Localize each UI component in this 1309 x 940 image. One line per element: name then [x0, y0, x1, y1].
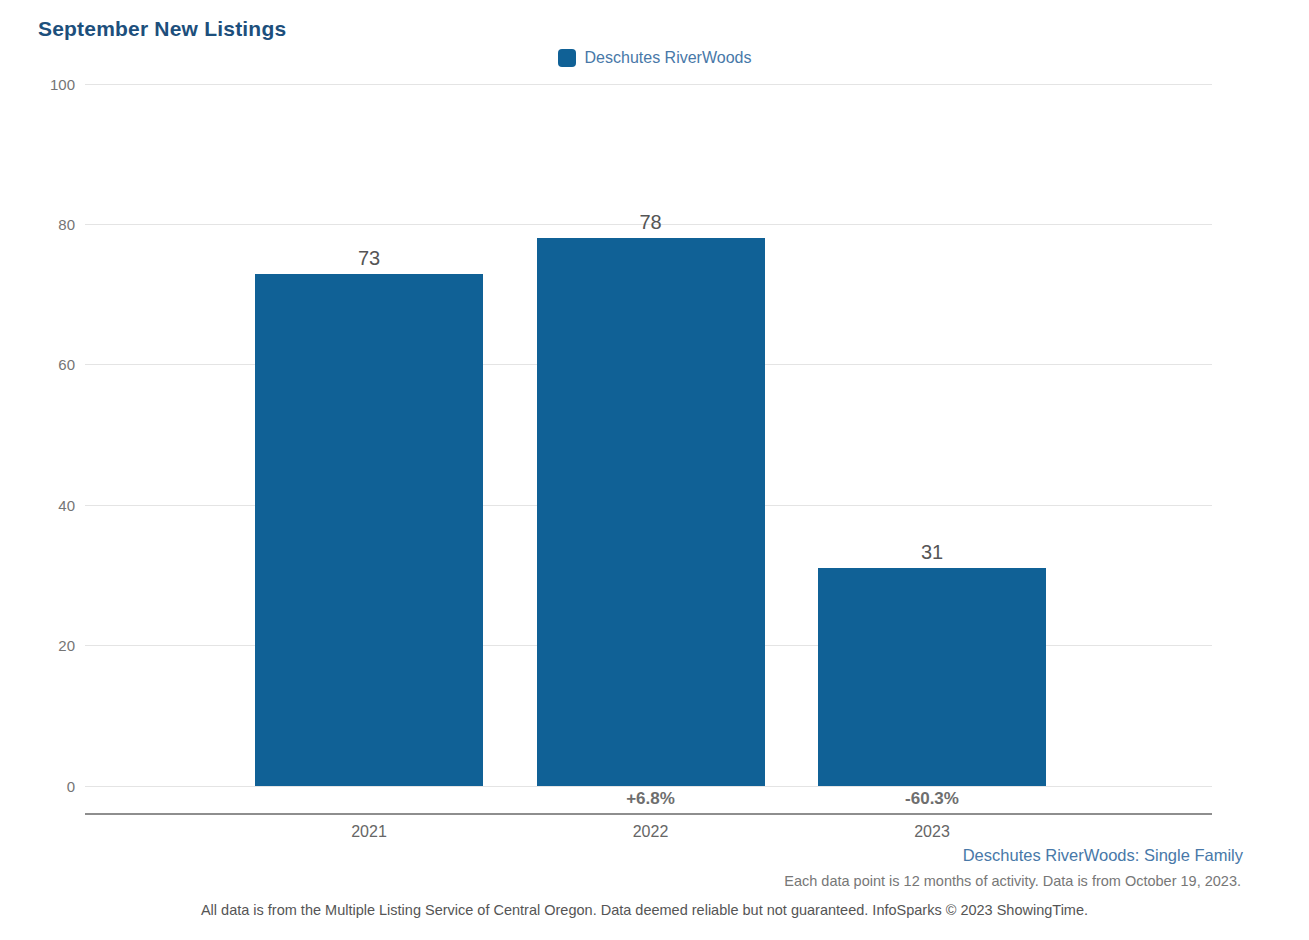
- y-axis-tick-label: 60: [15, 357, 75, 372]
- bar-2021[interactable]: [255, 274, 483, 786]
- legend-swatch-icon: [558, 49, 576, 67]
- disclaimer: All data is from the Multiple Listing Se…: [0, 902, 1289, 918]
- pct-change-label: -60.3%: [818, 789, 1046, 809]
- gridline-y100: [85, 84, 1212, 85]
- x-axis-tick-label: 2023: [818, 823, 1046, 841]
- x-axis-line: [85, 813, 1212, 815]
- bar-value-label: 31: [818, 541, 1046, 563]
- y-axis-tick-label: 100: [15, 77, 75, 92]
- legend-item-label: Deschutes RiverWoods: [585, 49, 752, 67]
- pct-change-label: +6.8%: [537, 789, 765, 809]
- bar-2023[interactable]: [818, 568, 1046, 786]
- chart-title: September New Listings: [38, 17, 286, 41]
- y-axis-tick-label: 80: [15, 217, 75, 232]
- bar-2022[interactable]: [537, 238, 765, 786]
- legend-item[interactable]: Deschutes RiverWoods: [558, 49, 752, 67]
- legend: Deschutes RiverWoods: [0, 49, 1309, 67]
- y-axis-tick-label: 40: [15, 498, 75, 513]
- series-detail-label: Deschutes RiverWoods: Single Family: [963, 846, 1243, 865]
- chart-page: September New Listings Deschutes RiverWo…: [0, 0, 1309, 940]
- bar-value-label: 73: [255, 247, 483, 269]
- y-axis-tick-label: 20: [15, 638, 75, 653]
- data-note: Each data point is 12 months of activity…: [784, 873, 1241, 889]
- bar-value-label: 78: [537, 211, 765, 233]
- y-axis-tick-label: 0: [15, 779, 75, 794]
- x-axis-tick-label: 2021: [255, 823, 483, 841]
- x-axis-tick-label: 2022: [537, 823, 765, 841]
